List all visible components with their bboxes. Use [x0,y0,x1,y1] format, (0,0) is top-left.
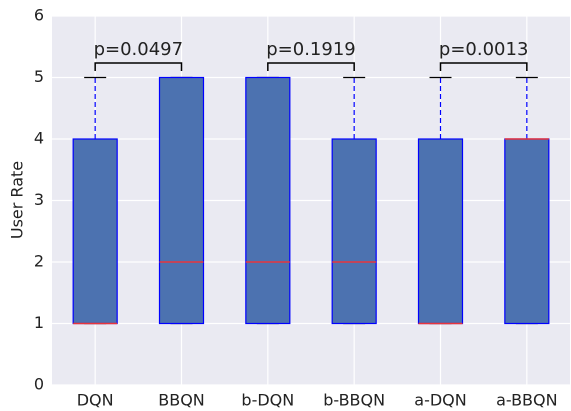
x-tick-label: DQN [77,391,114,410]
y-axis-label: User Rate [8,161,27,239]
x-tick-label: a-BBQN [496,391,558,410]
significance-bracket [439,62,528,71]
x-tick-label: a-DQN [414,391,466,410]
box [158,76,205,325]
y-tick-label: 0 [34,375,44,394]
box [417,138,464,325]
y-tick-label: 3 [34,190,44,209]
significance-bracket [94,62,183,71]
y-tick-label: 6 [34,6,44,25]
box [331,138,377,325]
y-tick-label: 1 [34,313,44,332]
y-tick-label: 2 [34,252,44,271]
box [72,138,118,325]
y-tick-label: 5 [34,67,44,86]
x-tick-label: BBQN [158,391,205,410]
box [245,76,291,325]
x-tick-label: b-BBQN [323,391,385,410]
p-value-annotation: p=0.1919 [266,39,356,60]
significance-bracket [267,62,355,71]
p-value-annotation: p=0.0497 [94,39,184,60]
x-tick-label: b-DQN [241,391,294,410]
y-tick-label: 4 [34,129,44,148]
p-value-annotation: p=0.0013 [439,39,529,60]
box [504,138,550,325]
